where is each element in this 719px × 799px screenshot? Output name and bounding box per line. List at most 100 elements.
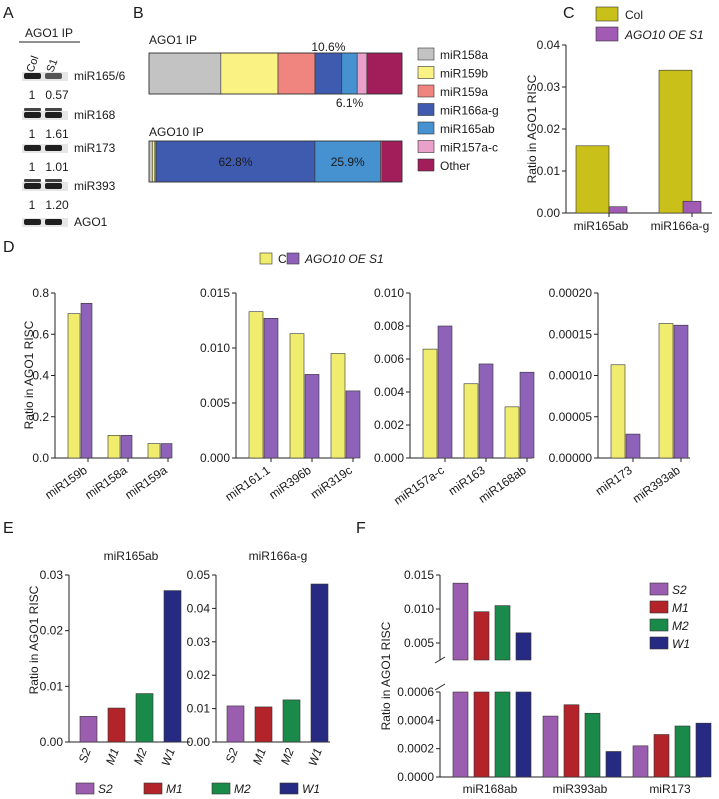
blot-value: 1 <box>29 160 36 174</box>
x-tick-label: W1 <box>159 746 178 768</box>
stacked-segment-miR159b <box>151 140 156 183</box>
blot-value: 1 <box>29 198 36 212</box>
bar-col <box>575 145 610 214</box>
bar-col <box>107 435 121 459</box>
bar-col <box>504 406 520 459</box>
panel-label-F: F <box>356 520 366 537</box>
annotation-percent: 62.8% <box>219 155 253 169</box>
x-tick-label: miR393ab <box>553 782 608 796</box>
panel-c-y-tick-label: 0.03 <box>537 80 561 94</box>
x-tick-label: miR159a <box>122 463 170 502</box>
panel-c-y-label: Ratio in AGO1 RISC <box>525 74 539 183</box>
x-tick-label: W1 <box>306 746 325 768</box>
legend-label: AGO10 OE S1 <box>624 28 704 42</box>
blot-band <box>24 112 41 118</box>
blot-band <box>24 179 41 182</box>
x-tick-label: S2 <box>223 746 241 765</box>
bar-S2 <box>542 715 559 778</box>
panel-a-header: AGO1 IP <box>25 26 73 40</box>
bar-M2 <box>584 712 601 778</box>
bar-M1 <box>563 704 580 778</box>
bar-col <box>658 323 674 459</box>
x-tick-label: miR161.1 <box>223 463 273 504</box>
legend-swatch <box>417 84 435 98</box>
stacked-segment-miR158a <box>148 140 153 183</box>
panel-c-y-tick-label: 0.00 <box>537 206 561 220</box>
panel-d4-y-tick-label: 0.00010 <box>549 369 593 383</box>
x-tick-label: miR168ab <box>463 782 518 796</box>
panel-d3-y-tick-label: 0.006 <box>374 352 404 366</box>
blot-band <box>45 219 62 225</box>
legend-swatch <box>649 618 669 632</box>
panel-f-lower-y-tick-label: 0.0002 <box>397 742 434 756</box>
bar-S2 <box>632 745 649 778</box>
panel-d3-y-tick-label: 0.004 <box>374 385 404 399</box>
bar-S2 <box>79 716 98 743</box>
legend-label: W1 <box>302 782 320 796</box>
panel-d2-y-tick-label: 0.010 <box>200 341 230 355</box>
panel-c-y-tick-label: 0.04 <box>537 38 561 52</box>
panel-f-lower-y-tick-label: 0.0006 <box>397 685 434 699</box>
stacked-segment-miR158a <box>148 52 222 95</box>
panel-label-D: D <box>3 239 15 256</box>
bar-col <box>67 313 81 459</box>
legend-label: Col <box>625 8 643 22</box>
panel-e-subplot-title: miR165ab <box>104 549 159 563</box>
legend-label: miR159b <box>440 67 488 81</box>
panel-d1-y-tick-label: 0.4 <box>32 369 49 383</box>
bar-oe <box>608 206 628 214</box>
legend-swatch <box>279 782 299 795</box>
blot-name: miR168 <box>74 108 116 122</box>
panel-e-y-label: Ratio in AGO1 RISC <box>27 585 41 694</box>
x-tick-label: miR173 <box>593 463 635 498</box>
bar-col <box>289 333 305 459</box>
bar-M2 <box>282 699 301 743</box>
x-tick-label: miR157a-c <box>391 463 447 508</box>
legend-swatch <box>211 782 231 795</box>
legend-label: W1 <box>672 637 690 651</box>
panel-d3-y-tick-label: 0.008 <box>374 319 404 333</box>
legend-label: S2 <box>98 782 113 796</box>
panel-e2-y-tick-label: 0.01 <box>187 702 211 716</box>
bar-oe <box>263 317 279 459</box>
panel-c-y-tick-label: 0.02 <box>537 122 561 136</box>
blot-name: AGO1 <box>74 215 108 229</box>
bar-M1 <box>653 734 670 778</box>
legend-label: M2 <box>672 619 689 633</box>
panel-d1-y-tick-label: 0.6 <box>32 327 49 341</box>
blot-name: miR393 <box>74 179 116 193</box>
bar-oe <box>345 390 361 459</box>
axis-break-mark <box>434 656 446 664</box>
blot-value: 1 <box>29 88 36 102</box>
bar-S2 <box>452 691 469 778</box>
bar-oe <box>519 371 535 459</box>
bar-W1 <box>605 751 622 778</box>
bar-M1 <box>107 707 126 743</box>
bar-W1 <box>515 691 532 778</box>
blot-name: miR173 <box>74 141 116 155</box>
blot-value: 1 <box>29 127 36 141</box>
legend-label: Other <box>440 159 470 173</box>
blot-band <box>24 145 41 151</box>
bar-col <box>463 383 479 459</box>
legend-swatch <box>649 600 669 614</box>
stacked-segment-miR159b <box>220 52 279 95</box>
bar-M2 <box>494 605 511 661</box>
legend-swatch <box>595 6 619 22</box>
x-tick-label: S2 <box>76 746 94 765</box>
bar-col <box>330 353 346 459</box>
bar-oe <box>682 200 702 214</box>
x-tick-label: M2 <box>278 746 297 767</box>
panel-a-lane-col: Col <box>25 54 42 74</box>
legend-swatch <box>143 782 163 795</box>
legend-label: S2 <box>672 583 687 597</box>
panel-e1-y-tick-label: 0.01 <box>40 679 64 693</box>
panel-d1-y-tick-label: 0.0 <box>32 451 49 465</box>
panel-label-B: B <box>133 5 144 22</box>
panel-e1-y-tick-label: 0.02 <box>40 624 64 638</box>
panel-f-upper-y-tick-label: 0.010 <box>404 602 434 616</box>
bar-W1 <box>163 590 182 743</box>
panel-b-bar-title: AGO10 IP <box>149 125 204 139</box>
panel-e2-y-tick-label: 0.02 <box>187 668 211 682</box>
